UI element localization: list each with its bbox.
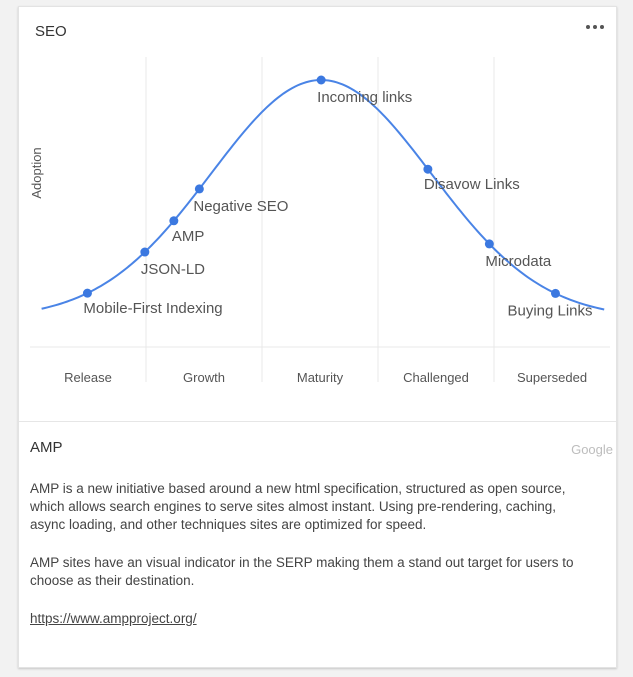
phase-label: Challenged [403, 370, 469, 385]
card-title: SEO [35, 23, 67, 40]
detail-paragraph: AMP sites have an visual indicator in th… [30, 555, 574, 588]
adoption-curve-chart: Mobile-First Indexing JSON-LD AMP Negative … [29, 57, 610, 385]
technology-point[interactable] [316, 75, 326, 85]
technology-label[interactable]: Disavow Links [424, 176, 520, 193]
technology-point[interactable] [423, 164, 433, 174]
technology-label[interactable]: Negative SEO [193, 198, 288, 215]
more-dot [600, 25, 604, 29]
more-options-icon[interactable] [584, 17, 606, 37]
technology-label[interactable]: JSON-LD [141, 261, 205, 278]
phase-label: Growth [183, 370, 225, 385]
detail-source: Google [571, 442, 613, 457]
phase-label: Maturity [297, 370, 344, 385]
phase-label: Release [64, 370, 112, 385]
technology-label[interactable]: Microdata [485, 253, 552, 270]
adoption-curve [41, 79, 605, 311]
technology-point[interactable] [484, 239, 494, 249]
technology-point[interactable] [140, 247, 150, 257]
detail-body: AMP is a new initiative based around a n… [30, 480, 590, 648]
detail-paragraph: AMP is a new initiative based around a n… [30, 481, 566, 532]
technology-label[interactable]: Buying Links [507, 302, 592, 319]
technology-label[interactable]: Incoming links [317, 89, 412, 106]
more-dot [593, 25, 597, 29]
technology-point[interactable] [194, 184, 204, 194]
technology-label[interactable]: Mobile-First Indexing [83, 300, 222, 317]
phase-labels: Release Growth Maturity Challenged Supersede… [64, 370, 587, 385]
detail-title: AMP [30, 439, 63, 456]
technology-point[interactable] [550, 288, 560, 298]
technology-label[interactable]: AMP [172, 228, 205, 245]
technology-point[interactable] [82, 288, 92, 298]
y-axis-label: Adoption [29, 147, 44, 198]
more-dot [586, 25, 590, 29]
seo-card: SEO Mobile-First Indexing JSON-LD AMP Negat… [18, 6, 617, 668]
section-divider [19, 421, 616, 422]
technology-point[interactable] [169, 216, 179, 226]
phase-label: Superseded [517, 370, 587, 385]
detail-link[interactable]: https://www.ampproject.org/ [30, 611, 197, 626]
technology-points: Mobile-First Indexing JSON-LD AMP Negative … [82, 75, 593, 319]
